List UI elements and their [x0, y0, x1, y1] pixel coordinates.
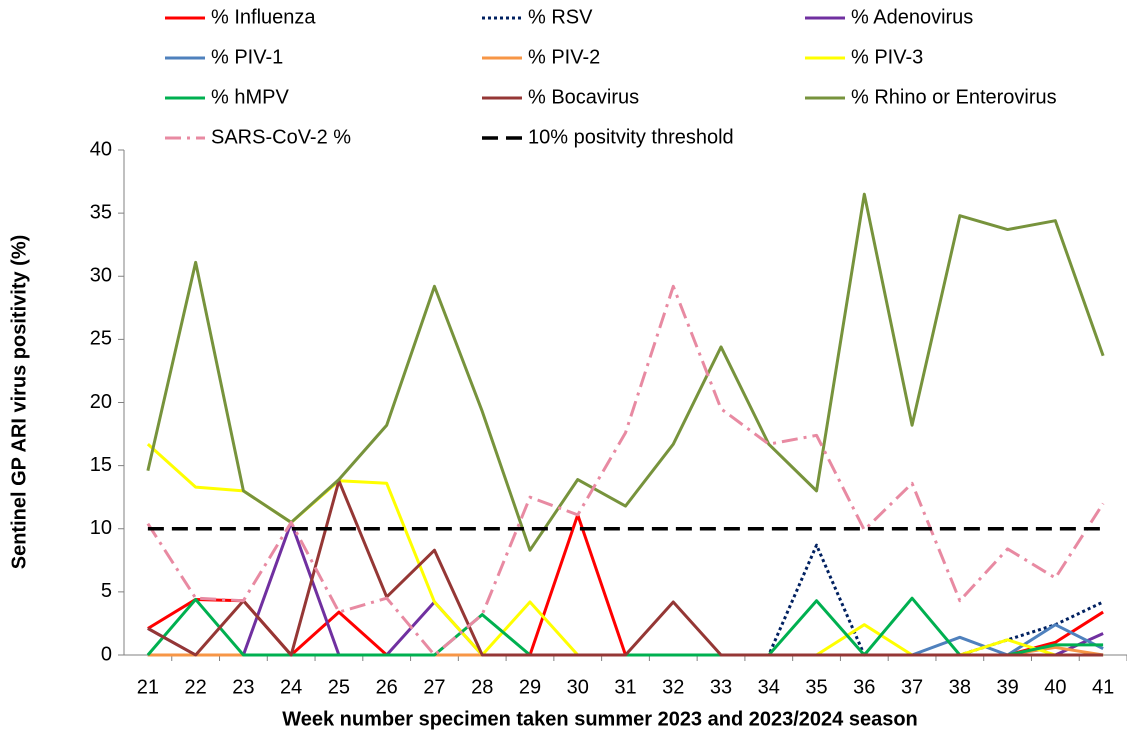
x-tick-label: 34: [758, 676, 780, 698]
x-tick-label: 41: [1092, 676, 1114, 698]
x-tick-label: 38: [949, 676, 971, 698]
line-series: [146, 192, 1105, 552]
y-tick-label: 15: [90, 454, 112, 476]
x-tick-label: 31: [614, 676, 636, 698]
line-series: [146, 596, 1104, 657]
y-tick-label: 20: [90, 391, 112, 413]
x-tick-label: 25: [328, 676, 350, 698]
x-tick-label: 30: [567, 676, 589, 698]
y-tick-label: 25: [90, 328, 112, 350]
legend-label: % hMPV: [211, 86, 289, 108]
x-tick-label: 23: [232, 676, 254, 698]
y-tick-label: 35: [90, 201, 112, 223]
legend-label: % Rhino or Enterovirus: [851, 86, 1057, 108]
x-tick-label: 40: [1044, 676, 1066, 698]
legend-label: 10% positvity threshold: [528, 126, 734, 148]
x-axis-label: Week number specimen taken summer 2023 a…: [282, 708, 918, 730]
line-series: [146, 443, 1104, 657]
x-tick-label: 32: [662, 676, 684, 698]
x-tick-label: 21: [137, 676, 159, 698]
x-tick-label: 37: [901, 676, 923, 698]
x-tick-label: 29: [519, 676, 541, 698]
y-tick-label: 0: [101, 643, 112, 665]
x-tick-label: 22: [185, 676, 207, 698]
legend-label: % Bocavirus: [528, 86, 639, 108]
legend-label: % RSV: [528, 6, 593, 28]
legend-label: % PIV-3: [851, 46, 923, 68]
x-tick-label: 24: [280, 676, 302, 698]
x-tick-label: 33: [710, 676, 732, 698]
line-series: [146, 284, 1105, 657]
x-tick-label: 26: [376, 676, 398, 698]
y-axis-label: Sentinel GP ARI virus positivity (%): [8, 235, 30, 570]
legend-label: % Adenovirus: [851, 6, 973, 28]
x-tick-label: 28: [471, 676, 493, 698]
legend-label: SARS-CoV-2 %: [211, 126, 351, 148]
y-tick-label: 10: [90, 517, 112, 539]
y-tick-label: 40: [90, 138, 112, 160]
x-tick-label: 35: [805, 676, 827, 698]
line-series: [147, 520, 1104, 657]
y-tick-label: 30: [90, 265, 112, 287]
legend-label: % PIV-1: [211, 46, 283, 68]
line-series: [147, 479, 1104, 657]
y-tick-label: 5: [101, 580, 112, 602]
legend-label: % PIV-2: [528, 46, 600, 68]
legend-label: % Influenza: [211, 6, 316, 28]
x-tick-label: 27: [423, 676, 445, 698]
x-tick-label: 39: [996, 676, 1018, 698]
x-tick-label: 36: [853, 676, 875, 698]
line-series: [147, 513, 1104, 657]
